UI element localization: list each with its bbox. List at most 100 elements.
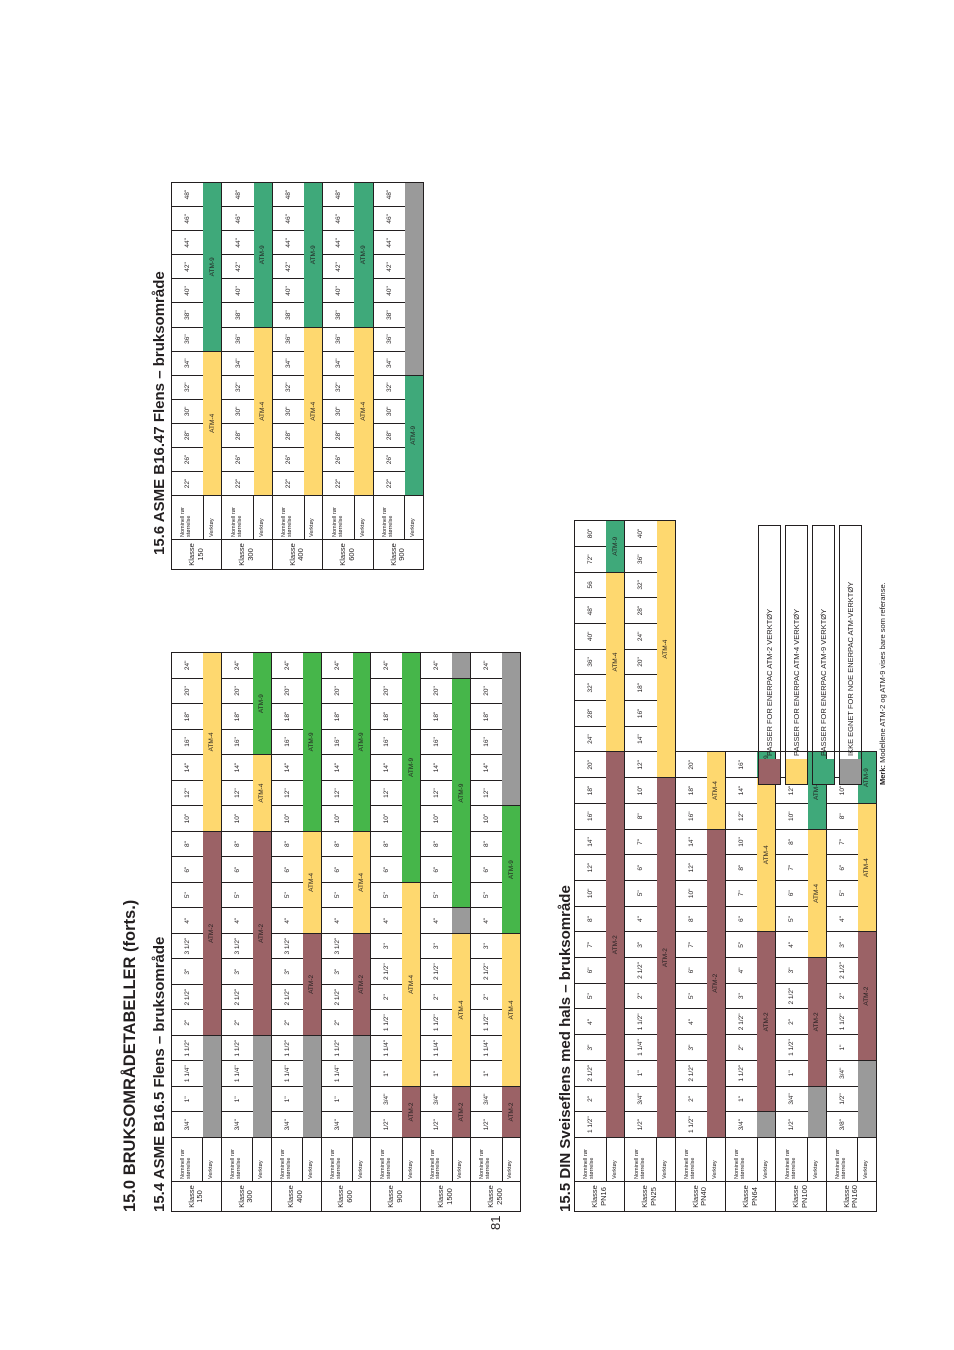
- tool-span-cell: ATM-9: [352, 652, 371, 832]
- size-cell: 2 1/2": [470, 958, 503, 985]
- class-value: 300: [246, 548, 256, 561]
- size-cell: 2 1/2": [725, 1008, 758, 1035]
- size-cell: 22": [272, 471, 305, 496]
- class-cell: Klasse 150: [171, 1181, 222, 1212]
- class-cell: Klasse PN16: [574, 1181, 625, 1212]
- tool-span-cell: ATM-9: [253, 182, 273, 328]
- legend-label: IKKE EGNET FOR NOE ENERPAC ATM-VERKTØY: [846, 581, 855, 756]
- tool-span-cell: ATM-9: [252, 652, 272, 755]
- size-cell: 3": [675, 1034, 707, 1061]
- size-row-label: Nominell rør størrelse: [470, 1137, 503, 1182]
- tool-row: Verktøy ATM-2 ATM-4: [202, 652, 222, 1212]
- size-cell: 1 1/2": [321, 1035, 353, 1061]
- class-value: 600: [346, 548, 356, 561]
- size-cell: 6": [370, 856, 403, 883]
- size-cell: 2 1/2": [420, 958, 453, 985]
- size-cell: 2 1/2": [370, 958, 403, 985]
- tool-span-cell: [757, 1111, 776, 1138]
- size-cell: 3/4": [826, 1060, 858, 1087]
- size-cell: 2 1/2": [271, 984, 303, 1010]
- size-row-label: Nominell rør størrelse: [826, 1137, 858, 1182]
- size-row: Klasse PN25 Nominell rør størrelse 1/2" 3/4"…: [624, 520, 676, 1212]
- tool-span-cell: ATM-2: [302, 933, 322, 1036]
- size-cell: 2 1/2": [221, 984, 253, 1010]
- size-cell: 26": [221, 447, 254, 472]
- size-cell: 2": [624, 983, 657, 1009]
- tool-span-cell: ATM-4: [857, 803, 877, 932]
- size-cell: 48": [322, 182, 355, 207]
- size-cell: 1": [725, 1086, 758, 1112]
- size-cell: 20": [574, 751, 607, 778]
- size-cell: 2 1/2": [624, 957, 657, 984]
- size-cell: 40": [221, 278, 254, 303]
- size-cell: 36": [322, 327, 355, 352]
- size-cell: 20": [470, 678, 503, 704]
- size-cell: 4": [574, 1008, 607, 1035]
- size-cell: 3/4": [624, 1086, 657, 1112]
- class-value: 300: [245, 1190, 255, 1203]
- size-cell: 1 1/4": [420, 1035, 453, 1061]
- size-cell: 3/4": [775, 1086, 808, 1112]
- size-cell: 14": [420, 754, 453, 781]
- size-cell: 1": [370, 1060, 403, 1087]
- size-cell: 18": [171, 703, 203, 730]
- tool-span-cell: ATM-9: [354, 182, 373, 328]
- size-cell: 16": [420, 729, 453, 755]
- size-cell: 80": [574, 520, 607, 547]
- size-cell: 28": [272, 423, 305, 448]
- size-cell: 1 1/4": [470, 1035, 503, 1061]
- size-cell: 1 1/2": [470, 1009, 503, 1036]
- size-cell: 32": [373, 375, 405, 400]
- size-cell: 22": [373, 471, 405, 496]
- size-cell: 4": [775, 931, 808, 958]
- size-cell: 1 1/2": [171, 1035, 203, 1061]
- size-cell: 10": [370, 805, 403, 832]
- tool-row-label: Verktøy: [253, 495, 273, 540]
- size-cell: 3": [775, 957, 808, 984]
- class-cell: Klasse 400: [272, 539, 323, 570]
- size-cell: 18": [271, 703, 303, 730]
- size-cell: 1 1/2": [775, 1034, 808, 1061]
- size-cell: 2": [321, 1009, 353, 1036]
- size-cell: 12": [171, 780, 203, 806]
- size-cell: 12": [470, 780, 503, 806]
- size-cell: 20": [271, 678, 303, 704]
- size-row-label: Nominell rør størrelse: [271, 1137, 303, 1182]
- size-cell: 8": [171, 831, 203, 857]
- table-asme-b16-5: Klasse 150 Nominell rør størrelse 3/4" 1" 1 1…: [171, 652, 521, 1212]
- size-row-label: Nominell rør størrelse: [624, 1137, 657, 1182]
- tool-row-label: Verktøy: [302, 1137, 322, 1182]
- size-cell: 18": [624, 674, 657, 701]
- legend-note: Merk: Modellene ATM-2 og ATM-9 vises bar…: [878, 582, 887, 785]
- size-cell: 12": [221, 780, 253, 806]
- size-cell: 16": [321, 729, 353, 755]
- size-cell: 8": [775, 829, 808, 855]
- size-cell: 1": [624, 1060, 657, 1087]
- size-cell: 32": [322, 375, 355, 400]
- size-cell: 20": [221, 678, 253, 704]
- size-cell: 5": [420, 882, 453, 908]
- size-cell: 10": [775, 803, 808, 830]
- tool-row: Verktøy ATM-2 ATM-4: [656, 520, 676, 1212]
- size-cell: 22": [171, 471, 204, 496]
- size-cell: 72": [574, 546, 607, 573]
- size-row: Klasse 1500 Nominell rør størrelse 1/2" 3/4"…: [420, 652, 471, 1212]
- tool-row-label: Verktøy: [202, 1137, 222, 1182]
- class-value: PN16: [598, 1187, 608, 1206]
- size-cell: 36": [221, 327, 254, 352]
- size-cell: 3/4": [321, 1111, 353, 1138]
- size-row: Klasse 150 Nominell rør størrelse 3/4" 1" 1 1…: [171, 652, 222, 1212]
- tool-span-cell: ATM-2: [252, 831, 272, 1036]
- size-cell: 2 1/2": [574, 1060, 607, 1087]
- tool-row: Verktøy ATM-4 ATM-9: [253, 182, 273, 570]
- legend-label: PASSER FOR ENERPAC ATM-4 VERKTØY: [792, 608, 801, 756]
- size-row: Klasse 900 Nominell rør størrelse 22" 26" 28"…: [373, 182, 424, 570]
- size-row-label: Nominell rør størrelse: [221, 495, 254, 540]
- size-cell: 4": [624, 906, 657, 932]
- class-cell: Klasse 300: [221, 539, 273, 570]
- tool-span-cell: ATM-4: [352, 831, 371, 934]
- size-row-label: Nominell rør størrelse: [322, 495, 355, 540]
- size-cell: 6": [624, 854, 657, 881]
- size-cell: 5": [321, 882, 353, 908]
